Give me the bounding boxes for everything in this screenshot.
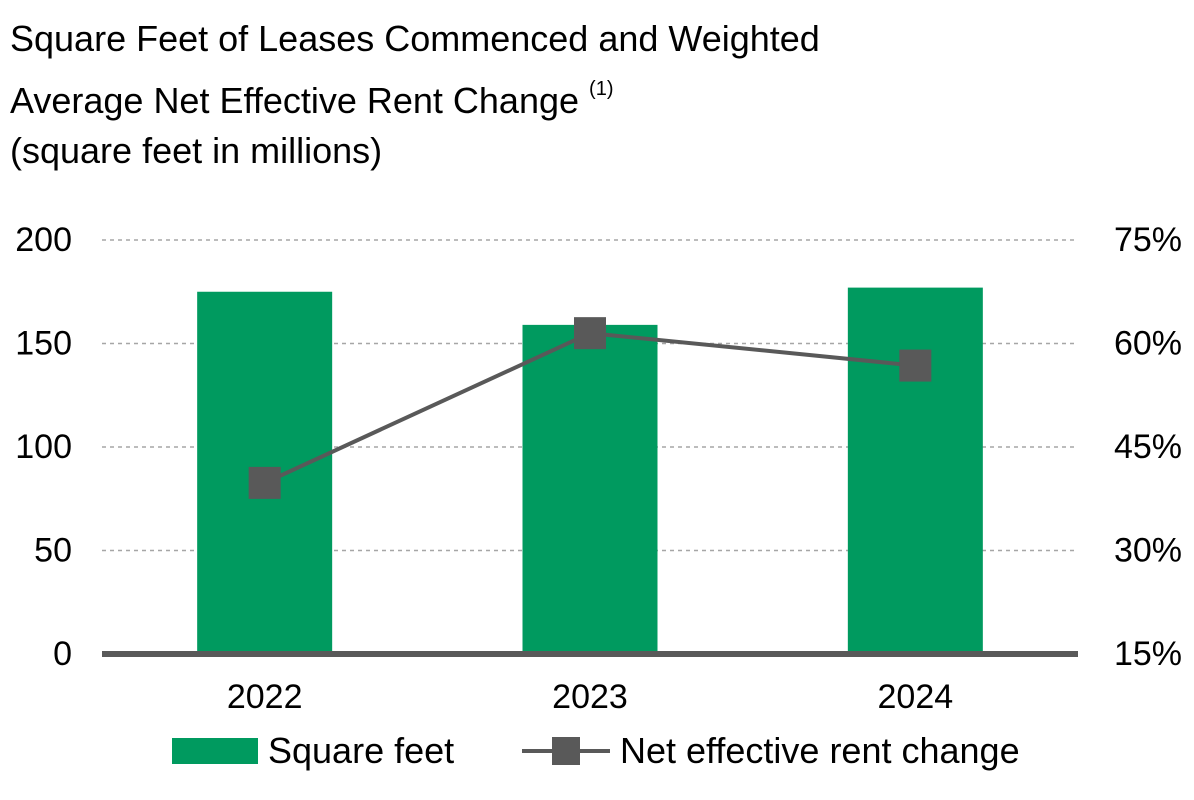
legend-item-square-feet: Square feet: [172, 730, 454, 772]
x-tick-label: 2022: [227, 678, 303, 716]
y-left-tick-label: 200: [15, 221, 72, 259]
y-left-tick-label: 50: [34, 532, 72, 570]
y-right-tick-label: 15%: [1114, 635, 1182, 673]
y-left-tick-label: 0: [53, 635, 72, 673]
y-left-tick-label: 150: [15, 325, 72, 363]
legend-swatch-bar: [172, 738, 258, 764]
legend-label-square-feet: Square feet: [268, 730, 455, 771]
bar-2023: [522, 324, 658, 654]
chart-title: Square Feet of Leases Commenced and Weig…: [10, 14, 820, 176]
title-footnote: (1): [589, 78, 614, 100]
y-right-tick-label: 60%: [1114, 325, 1182, 363]
y-left-tick-label: 100: [15, 428, 72, 466]
y-right-tick-label: 45%: [1114, 428, 1182, 466]
chart-legend: Square feet Net effective rent change: [0, 730, 1194, 790]
title-line-2: Average Net Effective Rent Change (1): [10, 64, 820, 126]
chart-subtitle: (square feet in millions): [10, 130, 383, 171]
rent-change-marker-2022: [248, 466, 281, 499]
rent-change-marker-2024: [899, 349, 932, 382]
y-right-tick-label: 30%: [1114, 532, 1182, 570]
legend-label-rent-change: Net effective rent change: [620, 730, 1020, 771]
title-line-1: Square Feet of Leases Commenced and Weig…: [10, 18, 820, 59]
x-tick-label: 2024: [878, 678, 954, 716]
x-tick-label: 2023: [552, 678, 628, 716]
bar-2024: [847, 287, 983, 654]
title-line-2-text: Average Net Effective Rent Change: [10, 80, 580, 121]
rent-change-marker-2023: [574, 317, 606, 350]
legend-item-rent-change: Net effective rent change: [522, 730, 1020, 772]
y-right-tick-label: 75%: [1114, 221, 1182, 259]
legend-swatch-line: [522, 736, 610, 766]
chart-plot: 0 50 100 150 200 15% 30% 45% 60% 75% 2022 2023 2024: [15, 221, 1182, 716]
